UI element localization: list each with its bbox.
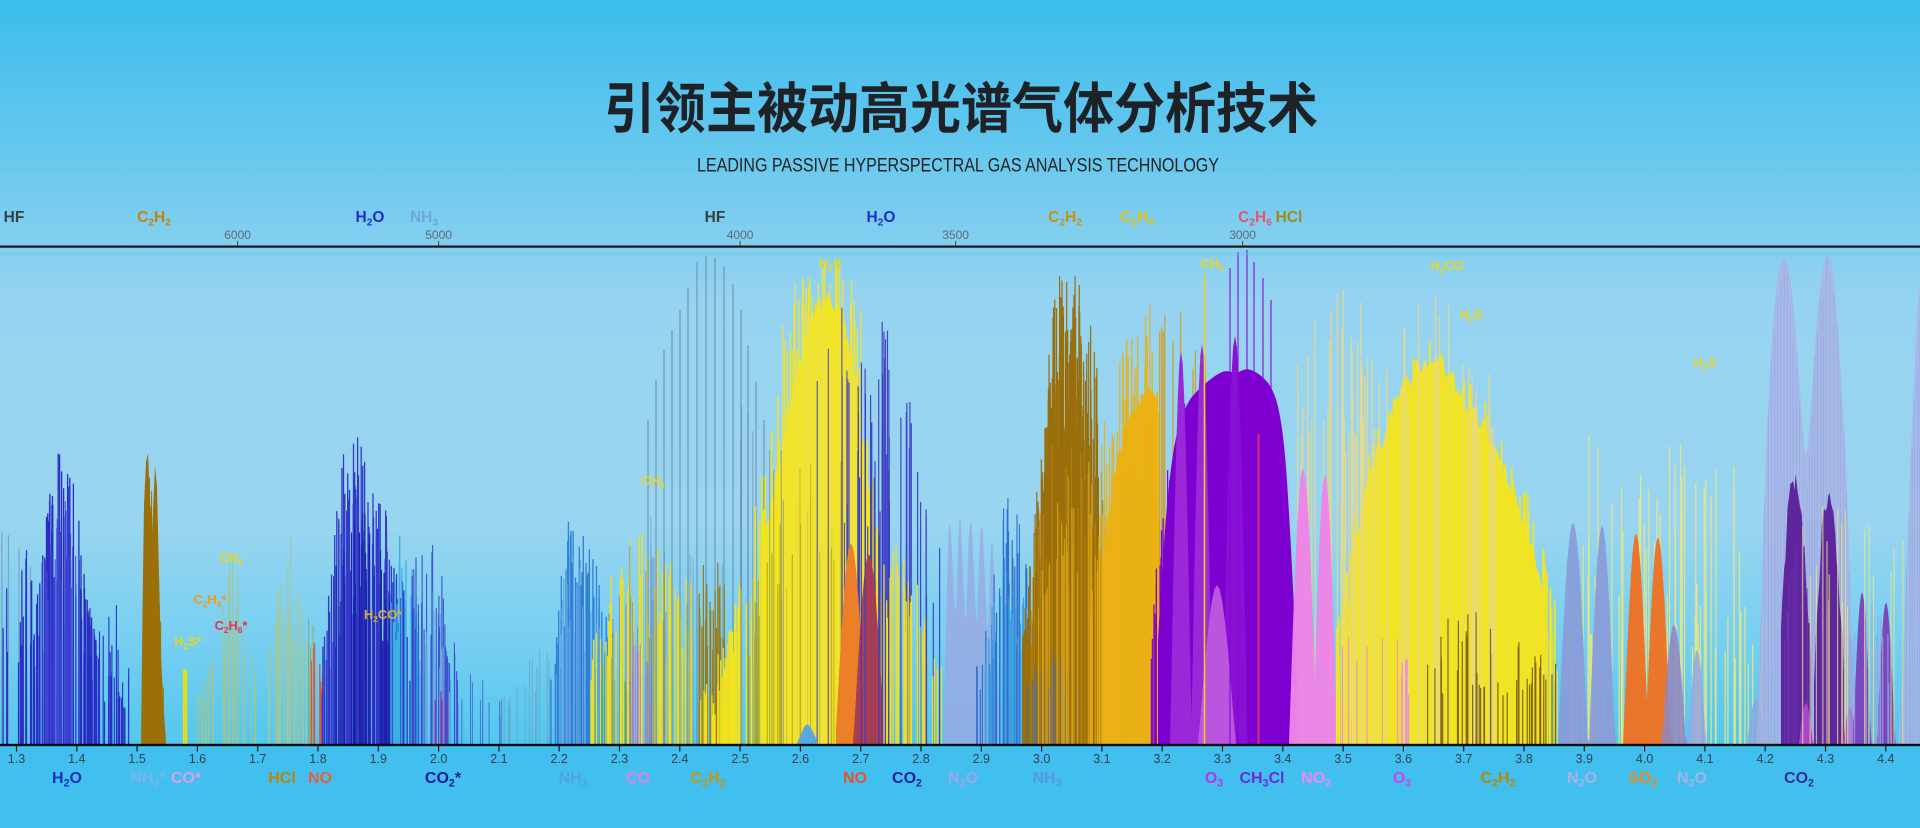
svg-text:1.7: 1.7 (249, 752, 266, 766)
svg-text:C2H6*: C2H6* (215, 618, 248, 635)
svg-text:3.0: 3.0 (1033, 752, 1050, 766)
svg-text:2.0: 2.0 (430, 752, 447, 766)
svg-text:2.3: 2.3 (611, 752, 628, 766)
svg-text:CH4: CH4 (641, 473, 664, 490)
svg-text:NH3: NH3 (410, 209, 438, 228)
svg-text:H2CO: H2CO (1430, 258, 1463, 275)
svg-text:3000: 3000 (1229, 228, 1256, 242)
svg-text:2.9: 2.9 (973, 752, 990, 766)
svg-text:H2S*: H2S* (174, 634, 201, 651)
svg-text:H2O: H2O (867, 209, 896, 228)
svg-text:1.5: 1.5 (128, 752, 145, 766)
svg-text:CO2: CO2 (1784, 770, 1814, 790)
svg-text:3.6: 3.6 (1395, 752, 1412, 766)
svg-text:CH4: CH4 (1200, 256, 1223, 273)
svg-text:CO*: CO* (171, 770, 202, 787)
svg-text:C2H2: C2H2 (1048, 209, 1082, 228)
svg-text:1.9: 1.9 (370, 752, 387, 766)
svg-text:3.2: 3.2 (1154, 752, 1171, 766)
svg-text:3.1: 3.1 (1093, 752, 1110, 766)
svg-text:HF: HF (705, 209, 726, 226)
svg-text:O3: O3 (1393, 770, 1411, 790)
svg-text:H2O: H2O (52, 770, 82, 790)
svg-text:H2S: H2S (1460, 307, 1483, 324)
svg-text:3.4: 3.4 (1274, 752, 1291, 766)
svg-text:3.5: 3.5 (1334, 752, 1351, 766)
svg-text:O3: O3 (1205, 770, 1223, 790)
svg-text:NO: NO (308, 770, 332, 787)
svg-text:C2H4*: C2H4* (194, 592, 227, 609)
svg-text:1.3: 1.3 (8, 752, 25, 766)
svg-text:C2H4: C2H4 (1120, 209, 1154, 228)
svg-text:3.3: 3.3 (1214, 752, 1231, 766)
svg-text:5000: 5000 (425, 228, 452, 242)
svg-text:CH4: CH4 (219, 550, 242, 567)
svg-text:NH3: NH3 (1032, 770, 1061, 790)
svg-text:1.8: 1.8 (309, 752, 326, 766)
svg-text:SO2: SO2 (1628, 770, 1657, 790)
svg-text:H2S: H2S (1694, 355, 1717, 372)
svg-text:3500: 3500 (942, 228, 969, 242)
svg-text:4.4: 4.4 (1877, 752, 1894, 766)
svg-text:HCl: HCl (268, 770, 296, 787)
svg-text:NO2: NO2 (1301, 770, 1331, 790)
svg-text:N2O: N2O (1567, 770, 1597, 790)
svg-text:6000: 6000 (224, 228, 251, 242)
svg-text:4.2: 4.2 (1757, 752, 1774, 766)
svg-text:3.9: 3.9 (1576, 752, 1593, 766)
svg-text:H2CO*: H2CO* (364, 607, 402, 624)
svg-text:H2S: H2S (819, 256, 842, 273)
svg-text:HCl: HCl (1276, 209, 1303, 226)
svg-text:CO2: CO2 (892, 770, 922, 790)
svg-text:4000: 4000 (727, 228, 754, 242)
svg-text:3.7: 3.7 (1455, 752, 1472, 766)
svg-text:C2H2: C2H2 (1481, 770, 1516, 790)
svg-text:C2H2: C2H2 (691, 770, 726, 790)
svg-text:C2H6: C2H6 (1238, 209, 1272, 228)
svg-text:CO2*: CO2* (425, 770, 462, 790)
svg-text:CO: CO (626, 770, 650, 787)
svg-text:2.4: 2.4 (671, 752, 688, 766)
svg-text:LEADING PASSIVE HYPERSPECTRAL: LEADING PASSIVE HYPERSPECTRAL GAS ANALYS… (697, 156, 1219, 177)
svg-text:HF: HF (4, 209, 25, 226)
svg-text:H2O: H2O (356, 209, 385, 228)
svg-text:2.8: 2.8 (912, 752, 929, 766)
svg-text:1.4: 1.4 (68, 752, 85, 766)
svg-text:2.1: 2.1 (490, 752, 507, 766)
svg-text:4.0: 4.0 (1636, 752, 1653, 766)
svg-text:2.6: 2.6 (792, 752, 809, 766)
svg-text:1.6: 1.6 (189, 752, 206, 766)
svg-text:2.7: 2.7 (852, 752, 869, 766)
svg-text:4.3: 4.3 (1817, 752, 1834, 766)
svg-text:2.2: 2.2 (551, 752, 568, 766)
svg-text:N2O: N2O (1677, 770, 1707, 790)
svg-text:NH3*: NH3* (130, 770, 166, 790)
svg-text:3.8: 3.8 (1515, 752, 1532, 766)
svg-text:N2O: N2O (948, 770, 978, 790)
svg-text:NO: NO (843, 770, 867, 787)
svg-text:NH3: NH3 (558, 770, 587, 790)
svg-text:CH3Cl: CH3Cl (1239, 770, 1284, 790)
svg-text:2.5: 2.5 (731, 752, 748, 766)
svg-text:C2H2: C2H2 (137, 209, 171, 228)
svg-text:4.1: 4.1 (1696, 752, 1713, 766)
